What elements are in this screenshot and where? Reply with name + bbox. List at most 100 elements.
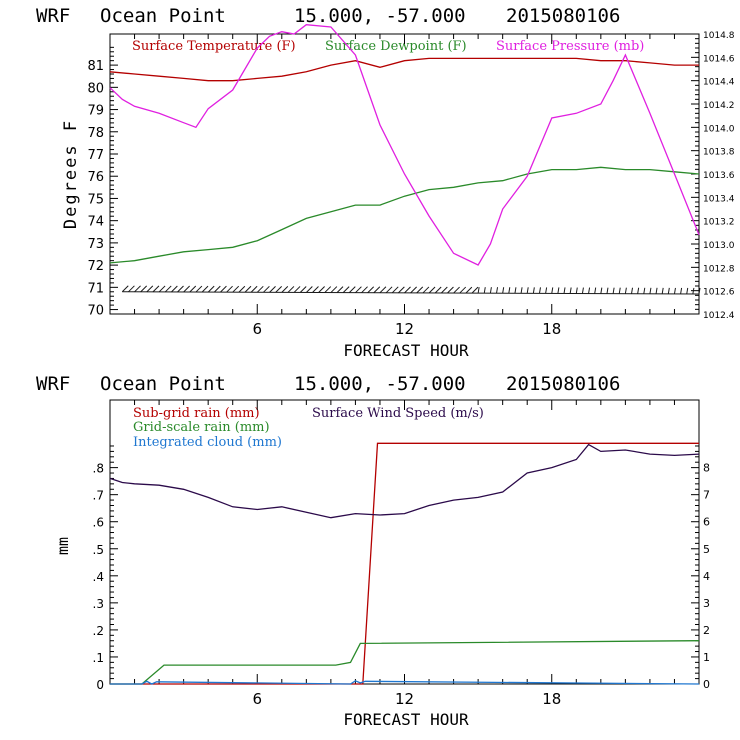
- panel-1-y2-tick-label: 1012.8: [703, 264, 735, 274]
- panel-2-x-label: FORECAST HOUR: [343, 710, 469, 729]
- panel-1-y-tick-label: 74: [87, 215, 104, 230]
- wind-barb: [207, 285, 215, 293]
- panel-2-title-run: 2015080106: [506, 373, 620, 395]
- wind-barb: [643, 287, 646, 294]
- wind-barb: [330, 286, 338, 293]
- panel-2-legend: Sub-grid rain (mm) Grid-scale rain (mm) …: [133, 406, 484, 450]
- series-temperature-line: [109, 57, 699, 82]
- legend-integrated-cloud: Integrated cloud (mm): [133, 435, 282, 450]
- wind-barb: [128, 285, 135, 293]
- panel-2-y2-tick-label: 1: [703, 651, 710, 664]
- wind-barb: [177, 285, 184, 293]
- wind-barb: [171, 285, 178, 293]
- panel-2-y2-tick-label: 3: [703, 597, 710, 610]
- panel-1-y2-tick-label: 1014.8: [703, 31, 735, 41]
- wind-barb: [342, 286, 350, 293]
- wind-barb: [447, 286, 454, 294]
- wind-barb: [361, 286, 368, 294]
- panel-2-title-model: WRF: [36, 373, 70, 395]
- wind-barb: [667, 287, 670, 294]
- panel-2-y2-tick-label: 6: [703, 516, 710, 529]
- legend-surface-dewpoint: Surface Dewpoint (F): [325, 39, 467, 54]
- wind-barb: [575, 287, 578, 294]
- panel-1-y-label: Degrees F: [61, 119, 81, 229]
- wind-barb: [649, 287, 652, 294]
- wind-barb: [256, 285, 264, 293]
- wind-barb: [477, 287, 480, 294]
- series-pressure-line: [109, 24, 700, 266]
- panel-1-x-axis: 6 12 18: [109, 34, 700, 338]
- wind-barb: [698, 287, 701, 295]
- wind-barb: [201, 285, 209, 293]
- wind-barb: [680, 287, 683, 295]
- wind-barb: [673, 287, 676, 294]
- wind-barb: [686, 287, 689, 295]
- panel-1-series: [109, 24, 701, 295]
- wind-barb: [502, 287, 505, 294]
- panel-2-y2-tick-label: 5: [703, 543, 710, 556]
- wind-barb: [232, 285, 240, 293]
- panel-2-y2-axis: 0 1 2 3 4 5 6 7 8: [691, 445, 710, 691]
- wind-barb: [220, 285, 227, 293]
- panel-1-y2-tick-label: 1013.0: [703, 241, 735, 251]
- panel-1-title: WRF Ocean Point 15.000, -57.000 20150801…: [36, 5, 620, 27]
- wind-barb: [508, 287, 511, 294]
- wind-barb: [520, 287, 523, 294]
- wind-barb: [637, 287, 640, 294]
- legend-grid-scale-rain: Grid-scale rain (mm): [133, 420, 270, 435]
- wind-barb: [661, 287, 664, 294]
- wind-barb: [244, 285, 252, 293]
- panel-2-x-tick-label: 12: [395, 690, 414, 708]
- wind-barb: [410, 286, 417, 294]
- wind-barb: [416, 286, 424, 294]
- panel-1-x-tick-label: 12: [395, 320, 414, 338]
- wind-barb: [158, 285, 166, 293]
- panel-2-y-tick-label: .8: [93, 462, 104, 476]
- panel-1-y-tick-label: 78: [87, 126, 104, 141]
- wind-barb: [624, 287, 627, 294]
- wind-barb: [612, 287, 615, 294]
- panel-2-y-tick-label: .2: [93, 624, 104, 638]
- series-dewpoint-line: [109, 166, 700, 264]
- panel-1-title-run: 2015080106: [506, 5, 620, 27]
- panel-1-y2-tick-label: 1013.6: [703, 171, 735, 181]
- panel-1-y2-tick-label: 1014.2: [703, 101, 735, 111]
- wind-barb: [385, 286, 393, 294]
- wind-barb: [545, 287, 548, 294]
- panel-1-y2-tick-label: 1013.8: [703, 148, 735, 158]
- wind-barb: [692, 287, 695, 295]
- wind-barb: [238, 285, 246, 293]
- wind-barb: [275, 286, 283, 293]
- wind-barb: [305, 286, 313, 293]
- wind-barb: [324, 286, 332, 293]
- panel-1-y2-tick-label: 1012.6: [703, 288, 735, 298]
- wind-barb: [152, 285, 160, 293]
- panel-2-y-tick-label: .5: [93, 543, 104, 557]
- panel-2-x-axis: 6 12 18: [109, 400, 700, 708]
- wind-barb: [526, 287, 529, 294]
- wind-barb: [183, 285, 190, 293]
- panel-1: WRF Ocean Point 15.000, -57.000 20150801…: [36, 5, 735, 360]
- wind-barb: [293, 286, 301, 293]
- panel-2-y-label: mm: [54, 537, 72, 555]
- wind-barb: [496, 287, 499, 294]
- panel-2-x-tick-label: 6: [252, 690, 262, 708]
- wind-barb: [618, 287, 621, 294]
- panel-2-y2-tick-label: 4: [703, 570, 710, 583]
- wind-barb: [594, 287, 597, 294]
- wind-barb: [398, 286, 405, 294]
- wind-barb: [606, 287, 609, 294]
- panel-2-title-location: Ocean Point: [100, 373, 226, 395]
- wind-barb: [532, 287, 535, 294]
- panel-1-y-tick-label: 79: [87, 104, 104, 119]
- panel-1-y-tick-label: 77: [87, 148, 104, 163]
- panel-2-title: WRF Ocean Point 15.000, -57.000 20150801…: [36, 373, 620, 395]
- panel-1-legend: Surface Temperature (F) Surface Dewpoint…: [132, 39, 644, 54]
- panel-1-y-axis: 70 71 72 73 74 75 76 77 78 79 80 81: [87, 46, 118, 319]
- panel-1-title-location: Ocean Point: [100, 5, 226, 27]
- panel-1-y2-tick-label: 1014.6: [703, 54, 735, 64]
- panel-2-y2-tick-label: 8: [703, 462, 710, 475]
- panel-2-x-tick-label: 18: [542, 690, 561, 708]
- wind-barb: [471, 286, 479, 294]
